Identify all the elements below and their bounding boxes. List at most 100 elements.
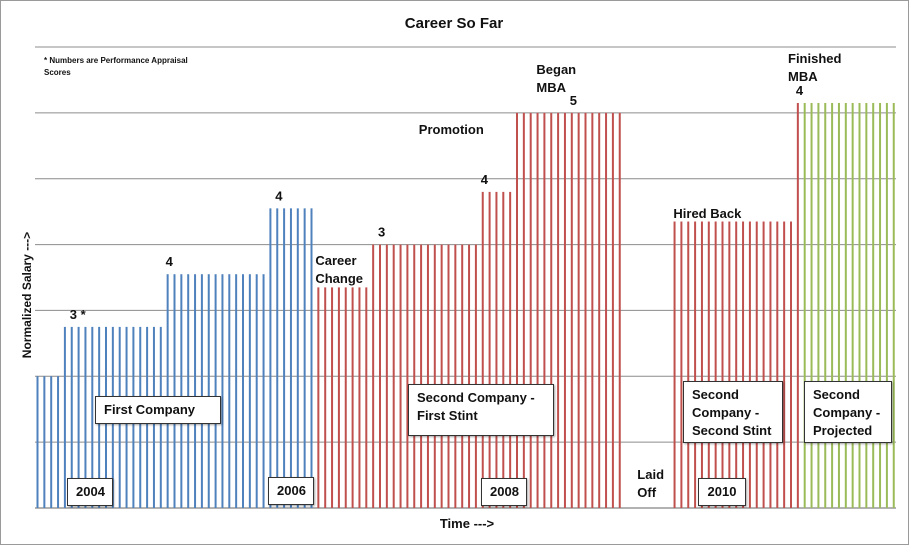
salary-bar [77, 326, 80, 508]
salary-bar [577, 112, 580, 509]
salary-bar [769, 221, 772, 508]
salary-bar [879, 102, 882, 508]
salary-bar [43, 376, 46, 508]
salary-bar [447, 244, 450, 508]
group-label-box: Second Company - Projected [804, 381, 892, 443]
salary-bar [851, 102, 854, 508]
group-label-box: Second Company - First Stint [408, 384, 554, 436]
salary-bar [187, 274, 190, 508]
salary-bar [248, 274, 251, 508]
salary-bar [317, 287, 320, 508]
salary-bar [543, 112, 546, 509]
salary-bar [563, 112, 566, 509]
salary-bar [714, 221, 717, 508]
event-label: Hired Back [673, 206, 742, 221]
x-axis-label: Time ---> [440, 516, 495, 531]
salary-bar [372, 244, 375, 508]
salary-bar [351, 287, 354, 508]
salary-bar [488, 191, 491, 508]
chart-note: * Numbers are Performance Appraisal Score… [44, 56, 188, 77]
salary-bar [803, 102, 806, 508]
year-label-box: 2010 [698, 478, 746, 506]
salary-bar [173, 274, 176, 508]
chart-title: Career So Far [405, 15, 504, 32]
salary-bar [796, 102, 799, 508]
event-label: Laid Off [637, 467, 665, 500]
salary-bar [495, 191, 498, 508]
salary-bar [392, 244, 395, 508]
y-axis-label: Normalized Salary ---> [20, 232, 34, 358]
salary-bar [516, 112, 518, 509]
salary-bar [57, 376, 60, 508]
salary-bar [50, 376, 53, 508]
salary-bar [858, 102, 861, 508]
salary-bar [331, 287, 334, 508]
salary-bar [84, 326, 87, 508]
salary-bar [337, 287, 340, 508]
salary-bar [303, 208, 306, 508]
salary-bar [214, 274, 217, 508]
salary-bar [707, 221, 710, 508]
salary-bar [454, 244, 457, 508]
salary-bar [276, 208, 279, 508]
salary-bar [550, 112, 553, 509]
salary-bar [324, 287, 327, 508]
salary-bar [194, 274, 197, 508]
salary-bar [344, 287, 347, 508]
salary-bar [885, 102, 888, 508]
salary-bar [721, 221, 724, 508]
salary-bar [605, 112, 608, 509]
salary-bar [790, 221, 792, 508]
salary-bar [70, 326, 73, 508]
event-label: Finished MBA [788, 51, 842, 84]
salary-bar [207, 274, 210, 508]
salary-bar [748, 221, 751, 508]
salary-bar [433, 244, 436, 508]
salary-bar [598, 112, 601, 509]
salary-bar [776, 221, 779, 508]
salary-bar [817, 102, 820, 508]
appraisal-score-label: 3 * [70, 307, 87, 322]
salary-bar [810, 102, 813, 508]
event-label: Began MBA [536, 62, 577, 95]
salary-bar [509, 191, 512, 508]
salary-bar [618, 112, 621, 509]
salary-bar [385, 244, 388, 508]
salary-bar [399, 244, 402, 508]
salary-bar [522, 112, 525, 509]
salary-bar [365, 287, 368, 508]
appraisal-score-label: 4 [481, 172, 489, 187]
salary-bar [228, 274, 231, 508]
salary-bar [742, 221, 745, 508]
year-label-box: 2004 [67, 478, 113, 506]
salary-bar [694, 221, 697, 508]
salary-bar [687, 221, 690, 508]
salary-bar [735, 221, 738, 508]
salary-bar [166, 274, 169, 508]
salary-bar [310, 208, 313, 508]
salary-bar [591, 112, 594, 509]
salary-bar [36, 376, 39, 508]
salary-bar [611, 112, 614, 509]
salary-bar [783, 221, 786, 508]
event-label: Career Change [315, 253, 364, 286]
salary-bar [844, 102, 847, 508]
salary-bar [536, 112, 539, 509]
salary-bar [700, 221, 703, 508]
salary-bar [262, 274, 265, 508]
salary-bar [63, 326, 66, 508]
salary-bar [824, 102, 827, 508]
group-label-box: First Company [95, 396, 221, 424]
salary-bar [481, 191, 484, 508]
event-label: Promotion [418, 122, 484, 137]
salary-bar [892, 102, 895, 508]
salary-bar [584, 112, 587, 509]
salary-bar [837, 102, 840, 508]
year-label-box: 2006 [268, 477, 314, 505]
salary-bar [91, 326, 94, 508]
salary-bar [242, 274, 244, 508]
salary-bar [289, 208, 292, 508]
salary-bar [762, 221, 765, 508]
salary-bar [831, 102, 834, 508]
